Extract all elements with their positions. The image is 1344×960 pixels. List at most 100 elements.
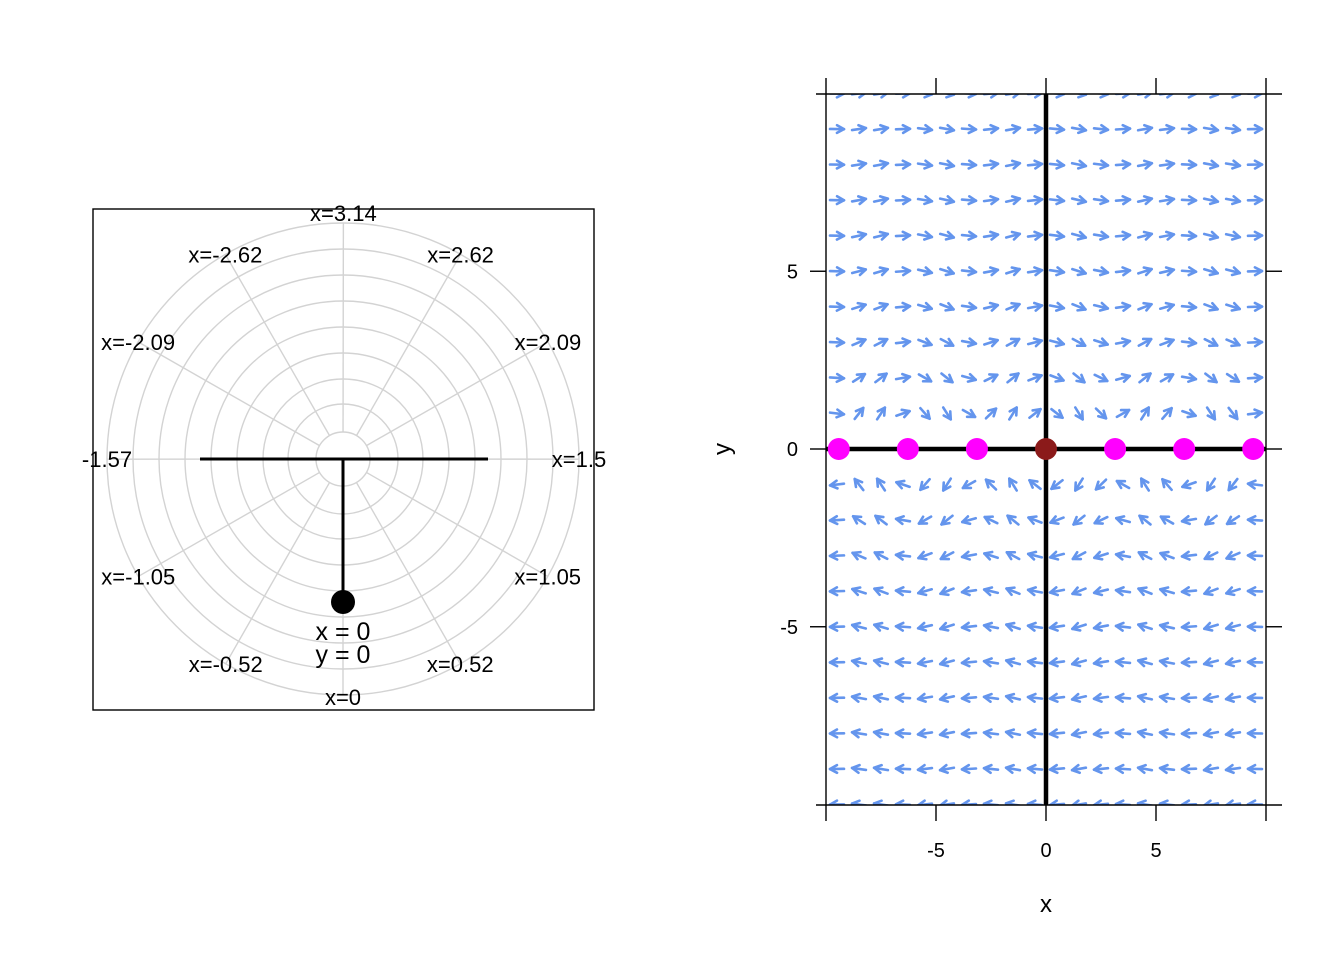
- field-arrow: [1246, 372, 1264, 384]
- field-arrow: [938, 195, 956, 206]
- field-arrow: [1246, 763, 1264, 775]
- field-arrow: [1180, 230, 1198, 241]
- polar-spoke: [224, 254, 331, 436]
- field-arrow: [1092, 301, 1110, 312]
- field-arrow: [1203, 621, 1219, 632]
- field-arrow: [894, 657, 912, 668]
- field-arrow: [984, 478, 998, 491]
- field-arrow: [1005, 586, 1021, 597]
- field-arrow: [1026, 337, 1044, 348]
- field-arrow: [1028, 407, 1042, 420]
- field-arrow: [1180, 301, 1198, 312]
- phase-axes: -5 0 5 -5 0 5: [780, 78, 1282, 862]
- field-arrow: [1070, 763, 1088, 775]
- field-arrow: [1071, 550, 1087, 561]
- field-arrow: [1159, 373, 1175, 383]
- field-arrow: [873, 337, 889, 348]
- field-arrow: [872, 159, 890, 170]
- field-arrow: [850, 692, 868, 703]
- field-arrow: [1070, 230, 1088, 241]
- field-arrow: [1139, 406, 1151, 421]
- field-arrow: [1246, 586, 1264, 597]
- polar-spoke: [355, 482, 461, 665]
- field-arrow: [1114, 230, 1132, 241]
- field-arrow: [982, 195, 1000, 206]
- field-arrow: [1114, 94, 1131, 99]
- field-arrow: [1026, 94, 1043, 99]
- field-arrow: [1225, 372, 1241, 383]
- field-arrow: [1004, 728, 1022, 739]
- field-arrow: [1246, 159, 1264, 170]
- field-arrow: [1092, 621, 1110, 632]
- field-arrow: [1224, 195, 1242, 206]
- polar-angle-label: x=-1.05: [101, 564, 175, 589]
- field-arrow: [1136, 657, 1154, 668]
- field-arrow: [1224, 657, 1242, 668]
- field-arrow: [1181, 479, 1197, 490]
- polar-angle-label: x=2.62: [427, 242, 494, 267]
- field-arrow: [1048, 728, 1066, 739]
- field-arrow: [850, 159, 868, 170]
- field-arrow: [850, 230, 868, 241]
- field-arrow: [940, 372, 954, 384]
- field-arrow: [938, 123, 956, 135]
- field-arrow: [872, 728, 890, 739]
- field-arrow: [1094, 478, 1108, 491]
- field-arrow: [1048, 337, 1066, 348]
- field-arrow: [1246, 123, 1264, 135]
- field-arrow: [939, 337, 955, 348]
- field-arrow: [874, 372, 888, 384]
- field-arrow: [828, 94, 846, 99]
- field-arrow: [1202, 657, 1220, 668]
- y-tick-label: 0: [787, 439, 798, 461]
- field-arrow: [1114, 337, 1132, 348]
- polar-spoke: [225, 482, 331, 665]
- field-arrow: [1026, 763, 1044, 775]
- field-arrow: [1071, 266, 1087, 277]
- field-arrow: [916, 266, 934, 277]
- field-arrow: [982, 621, 1000, 632]
- field-arrow: [1008, 477, 1018, 492]
- field-arrow: [916, 728, 934, 739]
- field-arrow: [939, 550, 955, 561]
- field-arrow: [1203, 550, 1219, 561]
- field-arrow: [1074, 477, 1084, 492]
- field-arrow: [1202, 159, 1220, 170]
- field-arrow: [919, 406, 931, 421]
- field-arrow: [1204, 514, 1218, 526]
- field-arrow: [1048, 657, 1066, 668]
- field-arrow: [851, 515, 867, 526]
- field-arrow: [1093, 373, 1109, 383]
- field-arrow: [1205, 477, 1217, 492]
- field-arrow: [919, 477, 931, 492]
- field-arrow: [916, 586, 934, 597]
- current-fixed-point: [1035, 438, 1057, 460]
- field-arrow: [1227, 406, 1239, 421]
- field-arrow: [850, 123, 868, 135]
- field-arrow: [983, 373, 999, 383]
- field-arrow: [1180, 159, 1198, 170]
- field-arrow: [982, 692, 1000, 703]
- field-arrow: [1246, 514, 1264, 526]
- field-arrow: [941, 477, 953, 492]
- field-arrow: [1180, 621, 1198, 632]
- polar-angle-labels: x=3.14 x=2.62 x=2.09 x=1.5 x=1.05 x=0.52 x=0 x=…: [82, 201, 606, 710]
- field-arrow: [894, 230, 912, 241]
- field-arrow: [1004, 159, 1022, 170]
- field-arrow: [960, 728, 978, 739]
- fixed-point: [1173, 438, 1196, 460]
- field-arrow: [1180, 763, 1198, 775]
- field-arrow: [939, 266, 955, 277]
- field-arrow: [1225, 337, 1241, 348]
- field-arrow: [938, 692, 956, 703]
- field-arrow: [1224, 159, 1242, 170]
- field-arrow: [1026, 621, 1044, 632]
- polar-panel: x=3.14 x=2.62 x=2.09 x=1.5 x=1.05 x=0.52 x=0 x=…: [82, 201, 606, 711]
- field-arrow: [1092, 230, 1110, 241]
- field-arrow: [828, 763, 846, 775]
- field-arrow: [960, 301, 978, 312]
- field-arrow: [1180, 372, 1198, 383]
- field-arrow: [916, 692, 934, 703]
- polar-spoke: [366, 341, 549, 447]
